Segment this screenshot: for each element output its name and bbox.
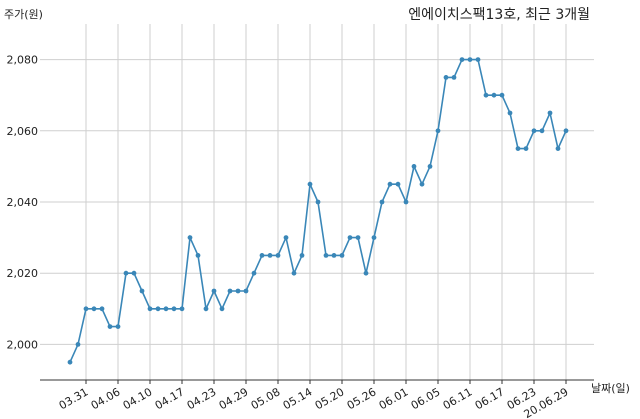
data-point [499,92,505,98]
x-tick-label: 04.23 [185,385,219,412]
data-point [187,235,193,241]
data-point [75,342,81,347]
data-point [275,253,281,258]
data-point [83,306,89,312]
data-point [555,146,561,152]
x-tick-label: 05.14 [281,385,315,412]
data-point [179,306,185,312]
y-tick-label: 2,080 [7,54,39,67]
data-point [403,199,409,205]
data-point [315,199,321,205]
data-point [347,235,353,241]
data-point [107,324,113,329]
data-point [291,270,297,276]
data-point [475,57,481,62]
y-tick-labels: 2,000 2,020 2,040 2,060 2,080 [7,54,39,352]
data-point [339,253,345,258]
data-point [427,164,433,169]
data-point [451,75,457,80]
data-point [195,253,201,258]
data-point [483,92,489,98]
data-point [523,146,529,152]
data-point [491,92,497,98]
data-point [163,306,169,312]
data-point [131,270,137,276]
data-point [259,253,265,258]
data-point [243,288,249,294]
data-point [123,270,129,276]
y-tick-label: 2,060 [7,125,39,138]
data-point [395,181,401,187]
x-tick-label: 05.08 [249,385,283,412]
x-axis-label: 날짜(일) [591,381,630,395]
data-point [155,306,161,312]
data-point [115,324,121,329]
price-series-line [69,58,567,363]
x-tick-label: 06.01 [377,385,411,412]
x-tick-label: 04.10 [121,385,155,412]
x-tick-label: 04.06 [89,385,123,412]
y-axis-label: 주가(원) [4,8,43,21]
x-gridlines [85,24,567,384]
data-point [211,288,217,294]
data-point [435,128,441,134]
x-tick-label: 06.11 [441,385,475,412]
x-tick-label: 05.26 [345,385,379,412]
x-tick-label: 06.17 [473,385,507,412]
x-tick-labels: 03.3104.0604.1004.1704.2304.2905.0805.14… [57,385,571,419]
data-point [515,146,521,152]
x-tick-label: 06.05 [409,385,443,412]
x-tick-label: 04.17 [153,385,187,412]
data-point [443,75,449,80]
data-point [323,253,329,258]
data-point [139,288,145,294]
data-point [299,253,305,258]
data-point [283,235,289,241]
chart-title: 엔에이치스팩13호, 최근 3개월 [408,7,590,23]
y-tick-label: 2,000 [7,338,39,351]
data-point [147,306,153,312]
data-point [371,235,377,241]
data-point [307,181,313,187]
y-tick-label: 2,040 [7,196,39,209]
x-tick-label: 05.20 [313,385,347,412]
data-point [251,270,257,276]
data-point [467,57,473,62]
data-point [539,128,545,134]
data-point [67,359,73,365]
data-point [171,306,177,312]
x-tick-label: 03.31 [57,385,91,412]
data-point [563,128,569,134]
data-point [363,270,369,276]
data-point [219,306,225,312]
data-point [267,253,273,258]
data-point [547,110,553,116]
data-point [227,288,233,294]
data-point [99,306,105,312]
data-point [387,181,393,187]
data-point [379,199,385,205]
data-point [203,306,209,312]
data-point [355,235,361,241]
price-series-points [67,57,569,365]
data-point [91,306,97,312]
data-point [331,253,337,258]
data-point [235,288,241,294]
y-tick-label: 2,020 [7,267,39,280]
data-point [411,164,417,169]
data-point [531,128,537,134]
data-point [507,110,513,116]
data-point [459,57,465,62]
x-tick-label: 04.29 [217,385,251,412]
data-point [419,181,425,187]
